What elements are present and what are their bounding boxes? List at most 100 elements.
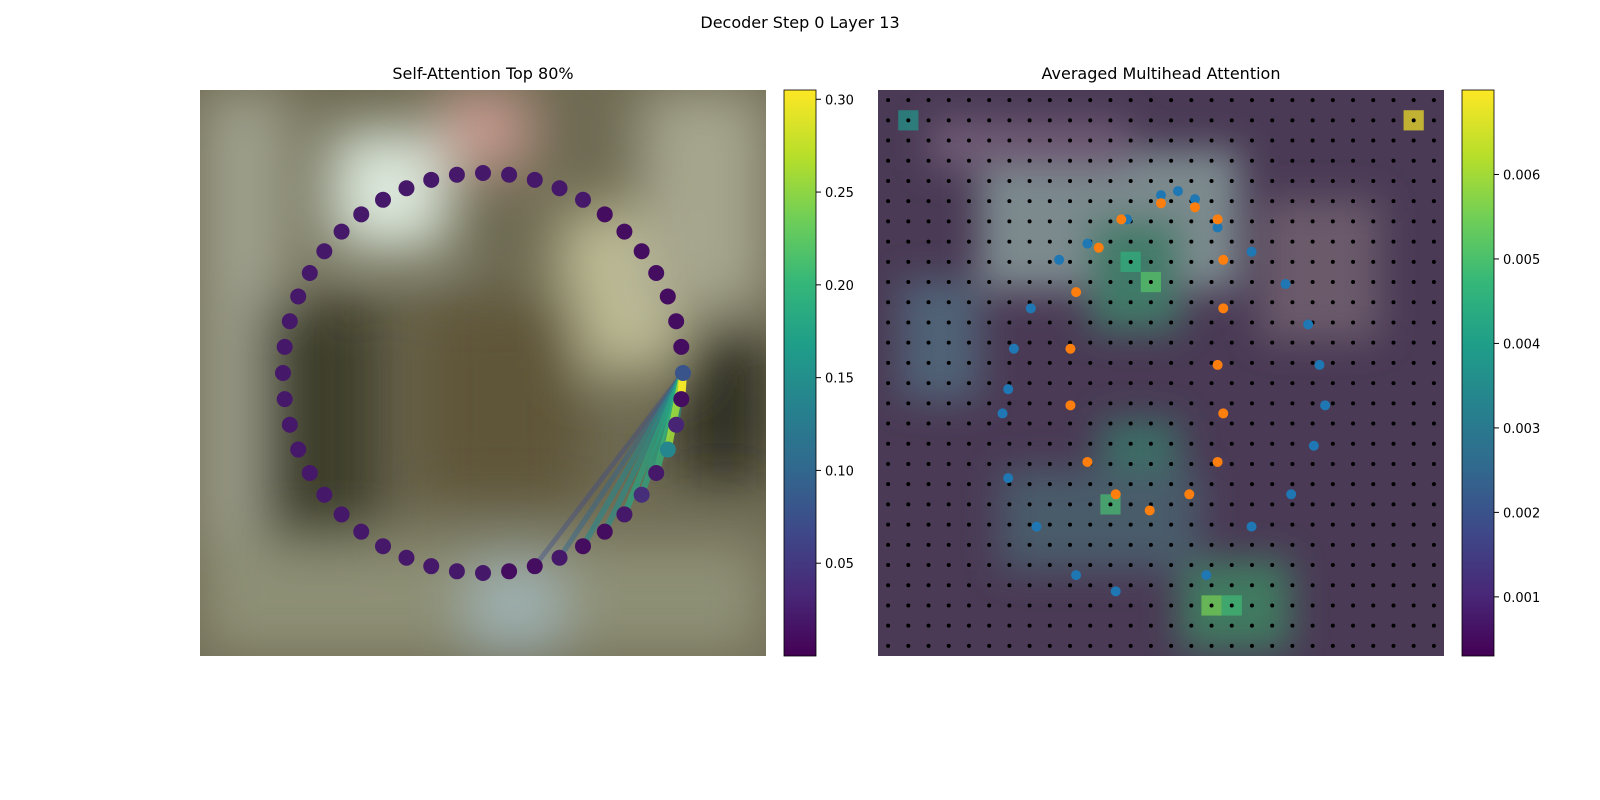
grid-point: [966, 522, 971, 527]
grid-point: [1411, 158, 1416, 163]
grid-point: [1047, 421, 1052, 426]
grid-point: [1027, 259, 1032, 264]
grid-point: [966, 138, 971, 143]
grid-point: [1027, 280, 1032, 285]
grid-point: [1310, 259, 1315, 264]
grid-point: [1411, 542, 1416, 547]
blue-point: [1189, 194, 1200, 205]
grid-point: [1169, 401, 1174, 406]
grid-point: [1270, 239, 1275, 244]
grid-point: [1229, 280, 1234, 285]
grid-point: [987, 360, 992, 365]
grid-point: [1128, 563, 1133, 568]
grid-point: [1290, 118, 1295, 123]
grid-point: [1330, 219, 1335, 224]
grid-point: [1047, 98, 1052, 103]
grid-point: [1209, 300, 1214, 305]
grid-point: [1047, 401, 1052, 406]
grid-point: [1047, 199, 1052, 204]
grid-point: [1371, 522, 1376, 527]
grid-point: [1330, 542, 1335, 547]
grid-point: [1310, 563, 1315, 568]
grid-point: [1330, 482, 1335, 487]
grid-point: [1027, 320, 1032, 325]
grid-point: [1411, 441, 1416, 446]
attention-node-18: [333, 223, 350, 240]
grid-point: [1027, 219, 1032, 224]
grid-point: [946, 381, 951, 386]
grid-point: [1391, 401, 1396, 406]
grid-point: [1068, 522, 1073, 527]
orange-point: [1071, 287, 1082, 298]
grid-point: [1007, 199, 1012, 204]
grid-point: [1290, 563, 1295, 568]
grid-point: [1229, 360, 1234, 365]
grid-point: [1027, 563, 1032, 568]
grid-point: [1128, 482, 1133, 487]
grid-point: [1351, 542, 1356, 547]
grid-point: [1047, 239, 1052, 244]
orange-point: [1156, 198, 1166, 209]
grid-point: [1330, 603, 1335, 608]
attention-node-44: [648, 465, 665, 481]
colorbar-tick-label: 0.002: [1503, 506, 1540, 521]
grid-point: [1270, 401, 1275, 406]
colorbar-tick-label: 0.05: [825, 557, 854, 572]
grid-point: [1290, 643, 1295, 648]
grid-point: [1270, 502, 1275, 507]
grid-point: [1249, 320, 1254, 325]
grid-point: [1371, 158, 1376, 163]
attention-node-13: [448, 166, 465, 183]
grid-point: [1310, 421, 1315, 426]
grid-point: [1027, 583, 1032, 588]
attention-node-38: [526, 558, 543, 575]
grid-point: [906, 340, 911, 345]
grid-point: [1068, 441, 1073, 446]
grid-point: [926, 239, 931, 244]
grid-point: [1148, 340, 1153, 345]
grid-point: [1270, 98, 1275, 103]
blue-point: [1172, 186, 1183, 197]
grid-point: [1229, 542, 1234, 547]
blue-point: [1025, 303, 1036, 314]
grid-point: [1351, 522, 1356, 527]
grid-point: [1148, 300, 1153, 305]
grid-point: [1270, 643, 1275, 648]
grid-point: [1209, 381, 1214, 386]
grid-point: [1189, 360, 1194, 365]
grid-point: [1290, 259, 1295, 264]
attention-node-42: [616, 506, 633, 523]
grid-point: [1128, 381, 1133, 386]
grid-point: [1249, 583, 1254, 588]
grid-point: [1047, 320, 1052, 325]
grid-point: [1027, 138, 1032, 143]
grid-point: [1431, 502, 1436, 507]
grid-point: [1068, 603, 1073, 608]
attention-node-28: [301, 465, 318, 481]
grid-point: [1290, 603, 1295, 608]
grid-point: [946, 502, 951, 507]
attention-node-23: [276, 338, 293, 355]
grid-point: [946, 563, 951, 568]
grid-point: [1411, 199, 1416, 204]
grid-point: [946, 199, 951, 204]
grid-point: [1068, 158, 1073, 163]
grid-point: [1148, 158, 1153, 163]
grid-point: [1088, 401, 1093, 406]
grid-point: [987, 623, 992, 628]
attention-node-14: [423, 171, 440, 188]
grid-point: [906, 603, 911, 608]
grid-point: [1088, 643, 1093, 648]
grid-point: [1229, 320, 1234, 325]
colorbar-tick-label: 0.30: [825, 93, 854, 108]
grid-point: [1431, 522, 1436, 527]
grid-point: [1411, 482, 1416, 487]
grid-point: [1229, 199, 1234, 204]
grid-point: [1209, 158, 1214, 163]
grid-point: [1088, 522, 1093, 527]
grid-point: [1249, 138, 1254, 143]
grid-point: [906, 482, 911, 487]
orange-point: [1116, 214, 1127, 225]
grid-point: [1351, 259, 1356, 264]
grid-point: [1148, 441, 1153, 446]
